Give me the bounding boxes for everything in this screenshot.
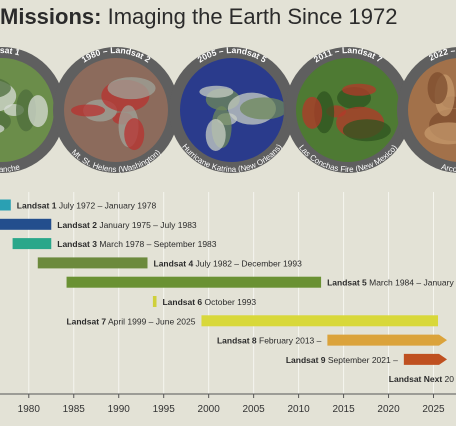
mission-period: January 1975 – July 1983: [97, 220, 197, 230]
x-tick-label: 2000: [198, 404, 221, 415]
image-patch: [71, 104, 106, 117]
mission-name: Landsat 6: [162, 297, 202, 307]
satellite-image: [64, 58, 168, 162]
mission-period: March 1984 – January: [367, 278, 455, 288]
image-patch: [199, 85, 234, 98]
mission-period: February 2013 –: [257, 336, 322, 346]
mission-name: Landsat 4: [154, 258, 194, 268]
x-tick-label: 2010: [287, 404, 310, 415]
image-patch: [342, 119, 391, 142]
x-tick-label: 2015: [332, 404, 355, 415]
mission-period: September 2021 –: [326, 355, 399, 365]
mission-name: Landsat 7: [66, 316, 106, 326]
mission-period: April 1999 – June 2025: [106, 316, 196, 326]
mission-label: Landsat 1 July 1972 – January 1978: [17, 201, 157, 211]
mission-label: Landsat 3 March 1978 – September 1983: [57, 239, 217, 249]
mission-period: 20: [442, 374, 454, 384]
mission-period: March 1978 – September 1983: [97, 239, 217, 249]
mission-period: July 1972 – January 1978: [56, 201, 156, 211]
image-patch: [107, 77, 156, 100]
mission-bar: [201, 315, 439, 327]
mission-bar: [66, 276, 322, 288]
page-title: Missions: Imaging the Earth Since 1972: [0, 4, 397, 30]
mission-label: Landsat 8 February 2013 –: [217, 336, 322, 346]
image-patch: [239, 97, 284, 120]
image-patch: [424, 122, 456, 145]
x-tick-label: 2025: [422, 404, 445, 415]
disc-caption-path: Avalanche: [0, 162, 21, 174]
mission-label: Landsat 6 October 1993: [162, 297, 256, 307]
title-bold: Missions:: [0, 4, 102, 29]
mission-name: Landsat 1: [17, 201, 57, 211]
image-patch: [427, 72, 448, 105]
mission-bar: [0, 218, 52, 230]
mission-name: Landsat Next: [389, 374, 443, 384]
mission-label: Landsat 5 March 1984 – January: [327, 278, 454, 288]
mission-bar: [12, 238, 52, 250]
image-patch: [342, 83, 377, 96]
mission-bar: [327, 334, 448, 346]
image-patch: [302, 96, 323, 129]
mission-bar: [152, 296, 157, 307]
mission-disc: andsat 1Avalanche: [0, 45, 65, 174]
mission-label: Landsat 9 September 2021 –: [286, 355, 398, 365]
satellite-image: [408, 58, 456, 162]
x-tick-label: 2005: [243, 404, 266, 415]
mission-label: Landsat 2 January 1975 – July 1983: [57, 220, 197, 230]
mission-label: Landsat Next 20: [389, 374, 454, 384]
mission-name: Landsat 9: [286, 355, 326, 365]
image-patch: [27, 95, 48, 128]
disc-caption-path: Arcounga (: [440, 162, 456, 174]
mission-bar: [403, 353, 448, 365]
title-rest: Imaging the Earth Since 1972: [107, 4, 398, 29]
x-tick-label: 1990: [108, 404, 131, 415]
mission-disc: 1980 – Landsat 2Mt. St. Helens (Washingt…: [53, 45, 179, 174]
mission-name: Landsat 5: [327, 278, 367, 288]
image-patch: [124, 118, 145, 151]
mission-timeline-chart: 1980 1985 1990 1995 2000 2005 2010 2015 2020 2025…: [0, 192, 456, 415]
mission-label: Landsat 4 July 1982 – December 1993: [154, 258, 303, 268]
x-tick-label: 1995: [153, 404, 176, 415]
satellite-image: [296, 58, 400, 162]
header: Missions: Imaging the Earth Since 1972: [0, 0, 456, 36]
mission-name: Landsat 8: [217, 336, 257, 346]
disc-caption: Arcounga (: [440, 162, 456, 174]
mission-disc: 2022 – LandsatArcounga (: [397, 45, 456, 174]
mission-period: October 1993: [202, 297, 256, 307]
disc-caption: Avalanche: [0, 162, 21, 174]
x-tick-label: 1985: [63, 404, 86, 415]
x-tick-label: 2020: [377, 404, 400, 415]
mission-bar: [37, 257, 148, 269]
mission-label: Landsat 7 April 1999 – June 2025: [66, 316, 195, 326]
mission-name: Landsat 3: [57, 239, 97, 249]
satellite-image: [180, 58, 284, 162]
mission-image-discs: andsat 1Avalanche1980 – Landsat 2Mt. St.…: [0, 45, 456, 174]
x-tick-label: 1980: [18, 404, 41, 415]
image-patch: [205, 118, 226, 151]
mission-bar: [0, 199, 11, 211]
mission-period: July 1982 – December 1993: [193, 258, 302, 268]
mission-name: Landsat 2: [57, 220, 97, 230]
